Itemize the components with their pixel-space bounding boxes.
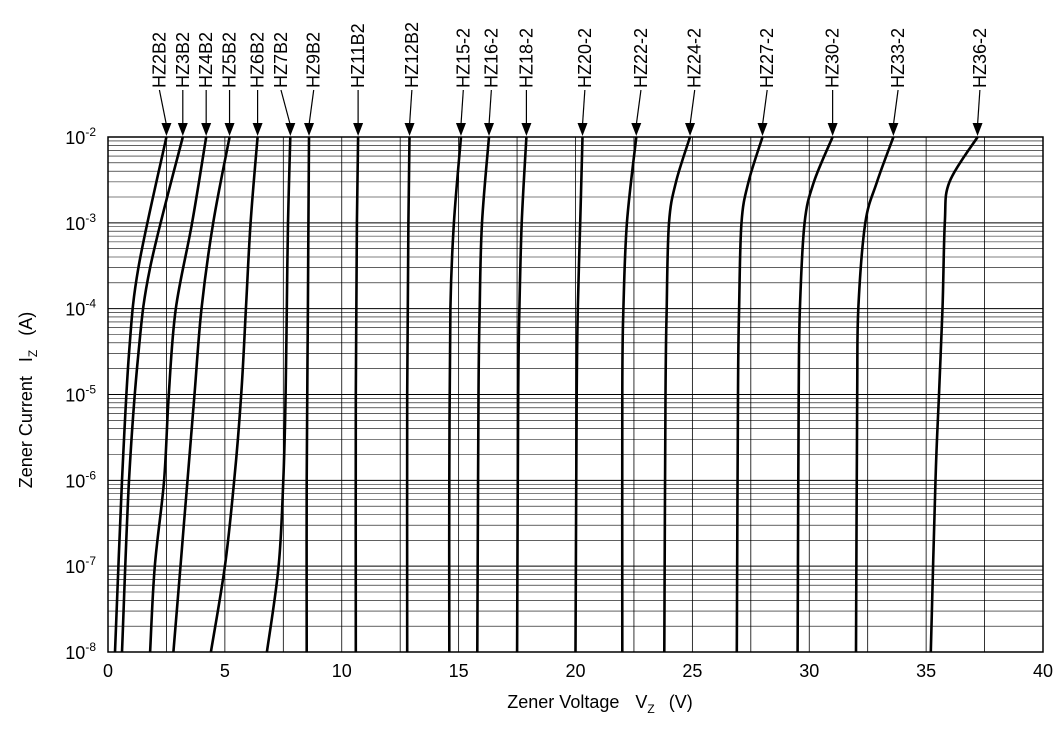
arrowhead: [631, 123, 642, 136]
series-label-hz16-2: HZ16-2: [481, 28, 501, 88]
series-label-hz24-2: HZ24-2: [685, 28, 705, 88]
arrowhead: [252, 123, 263, 136]
series-label-hz20-2: HZ20-2: [575, 28, 595, 88]
arrowhead: [757, 123, 768, 136]
series-labels: HZ2B2 HZ3B2 HZ4B2 HZ5B2 HZ6B2 HZ7B2 HZ9B2 HZ11B…: [149, 22, 990, 136]
series-label-hz4b2: HZ4B2: [196, 32, 216, 88]
arrowhead: [304, 123, 315, 136]
series-label-hz3b2: HZ3B2: [173, 32, 193, 88]
series-label-hz11b2: HZ11B2: [348, 23, 368, 88]
series-line-hz7b2: [265, 136, 292, 653]
series-arrow: [976, 89, 981, 126]
arrowhead: [888, 123, 899, 136]
series-label-hz7b2: HZ7B2: [271, 32, 291, 88]
series-line-hz20-2: [574, 136, 584, 653]
x-tick-label: 25: [682, 661, 702, 681]
x-tick-label: 0: [103, 661, 113, 681]
y-tick-label: 10-7: [65, 554, 96, 577]
arrowhead: [484, 123, 495, 136]
series-curves: [113, 136, 979, 653]
x-tick-label: 40: [1033, 661, 1053, 681]
series-line-hz15-2: [447, 136, 463, 653]
series-arrow: [460, 89, 464, 126]
series-line-hz33-2: [854, 136, 895, 653]
arrowhead: [285, 123, 296, 136]
arrowhead: [404, 123, 415, 136]
series-label-hz2b2: HZ2B2: [149, 32, 169, 88]
series-arrow: [488, 89, 492, 126]
series-line-hz18-2: [515, 136, 528, 653]
series-line-hz22-2: [620, 136, 638, 653]
series-line-hz12b2: [405, 136, 411, 653]
series-line-hz30-2: [796, 136, 834, 653]
arrowhead: [685, 123, 696, 136]
arrowhead: [577, 123, 588, 136]
x-tick-label: 10: [332, 661, 352, 681]
series-arrow: [635, 89, 642, 126]
series-label-hz5b2: HZ5B2: [220, 32, 240, 88]
x-tick-label: 35: [916, 661, 936, 681]
series-line-hz6b2: [209, 136, 259, 653]
series-arrow: [689, 89, 696, 126]
series-arrow: [308, 89, 315, 126]
x-axis-title: Zener Voltage VZ (V): [507, 692, 692, 716]
x-tick-label: 20: [565, 661, 585, 681]
y-tick-label: 10-3: [65, 211, 96, 234]
arrowhead: [161, 123, 172, 136]
series-line-hz11b2: [354, 136, 360, 653]
series-arrow: [158, 89, 168, 126]
arrowhead: [224, 123, 235, 136]
series-line-hz9b2: [305, 136, 311, 653]
series-line-hz24-2: [663, 136, 692, 653]
series-label-hz6b2: HZ6B2: [248, 32, 268, 88]
y-axis-title: Zener CurrentIZ(A): [16, 312, 40, 488]
arrowhead: [521, 123, 532, 136]
series-label-hz18-2: HZ18-2: [516, 28, 536, 88]
series-arrow: [581, 89, 586, 126]
series-arrow: [761, 89, 768, 126]
x-tick-labels: 0 5 10 15 20 25 30 35 40: [103, 661, 1053, 681]
series-label-hz33-2: HZ33-2: [888, 28, 908, 88]
series-label-hz22-2: HZ22-2: [631, 28, 651, 88]
series-line-hz5b2: [172, 136, 231, 653]
y-tick-label: 10-8: [65, 640, 96, 663]
series-line-hz36-2: [929, 136, 979, 653]
series-label-hz15-2: HZ15-2: [453, 28, 473, 88]
series-line-hz16-2: [476, 136, 491, 653]
series-label-hz9b2: HZ9B2: [304, 32, 324, 88]
series-label-hz27-2: HZ27-2: [757, 28, 777, 88]
arrowhead: [201, 123, 212, 136]
x-tick-label: 15: [449, 661, 469, 681]
arrowhead: [455, 123, 466, 136]
x-tick-label: 30: [799, 661, 819, 681]
y-tick-label: 10-5: [65, 383, 96, 406]
series-label-hz30-2: HZ30-2: [823, 28, 843, 88]
y-tick-label: 10-2: [65, 125, 96, 148]
y-tick-labels: 10-8 10-7 10-6 10-5 10-4 10-3 10-2: [65, 125, 96, 663]
arrowhead: [177, 123, 188, 136]
series-line-hz3b2: [120, 136, 185, 653]
series-line-hz2b2: [113, 136, 168, 653]
arrowhead: [972, 123, 983, 136]
series-arrow: [280, 89, 291, 126]
series-line-hz4b2: [148, 136, 208, 653]
series-arrow: [408, 89, 413, 126]
series-line-hz27-2: [735, 136, 764, 653]
y-tick-label: 10-6: [65, 468, 96, 491]
y-tick-label: 10-4: [65, 297, 96, 320]
series-label-hz36-2: HZ36-2: [970, 28, 990, 88]
series-label-hz12b2: HZ12B2: [402, 22, 422, 88]
series-arrow: [892, 89, 899, 126]
arrowhead: [353, 123, 364, 136]
x-tick-label: 5: [220, 661, 230, 681]
arrowhead: [827, 123, 838, 136]
